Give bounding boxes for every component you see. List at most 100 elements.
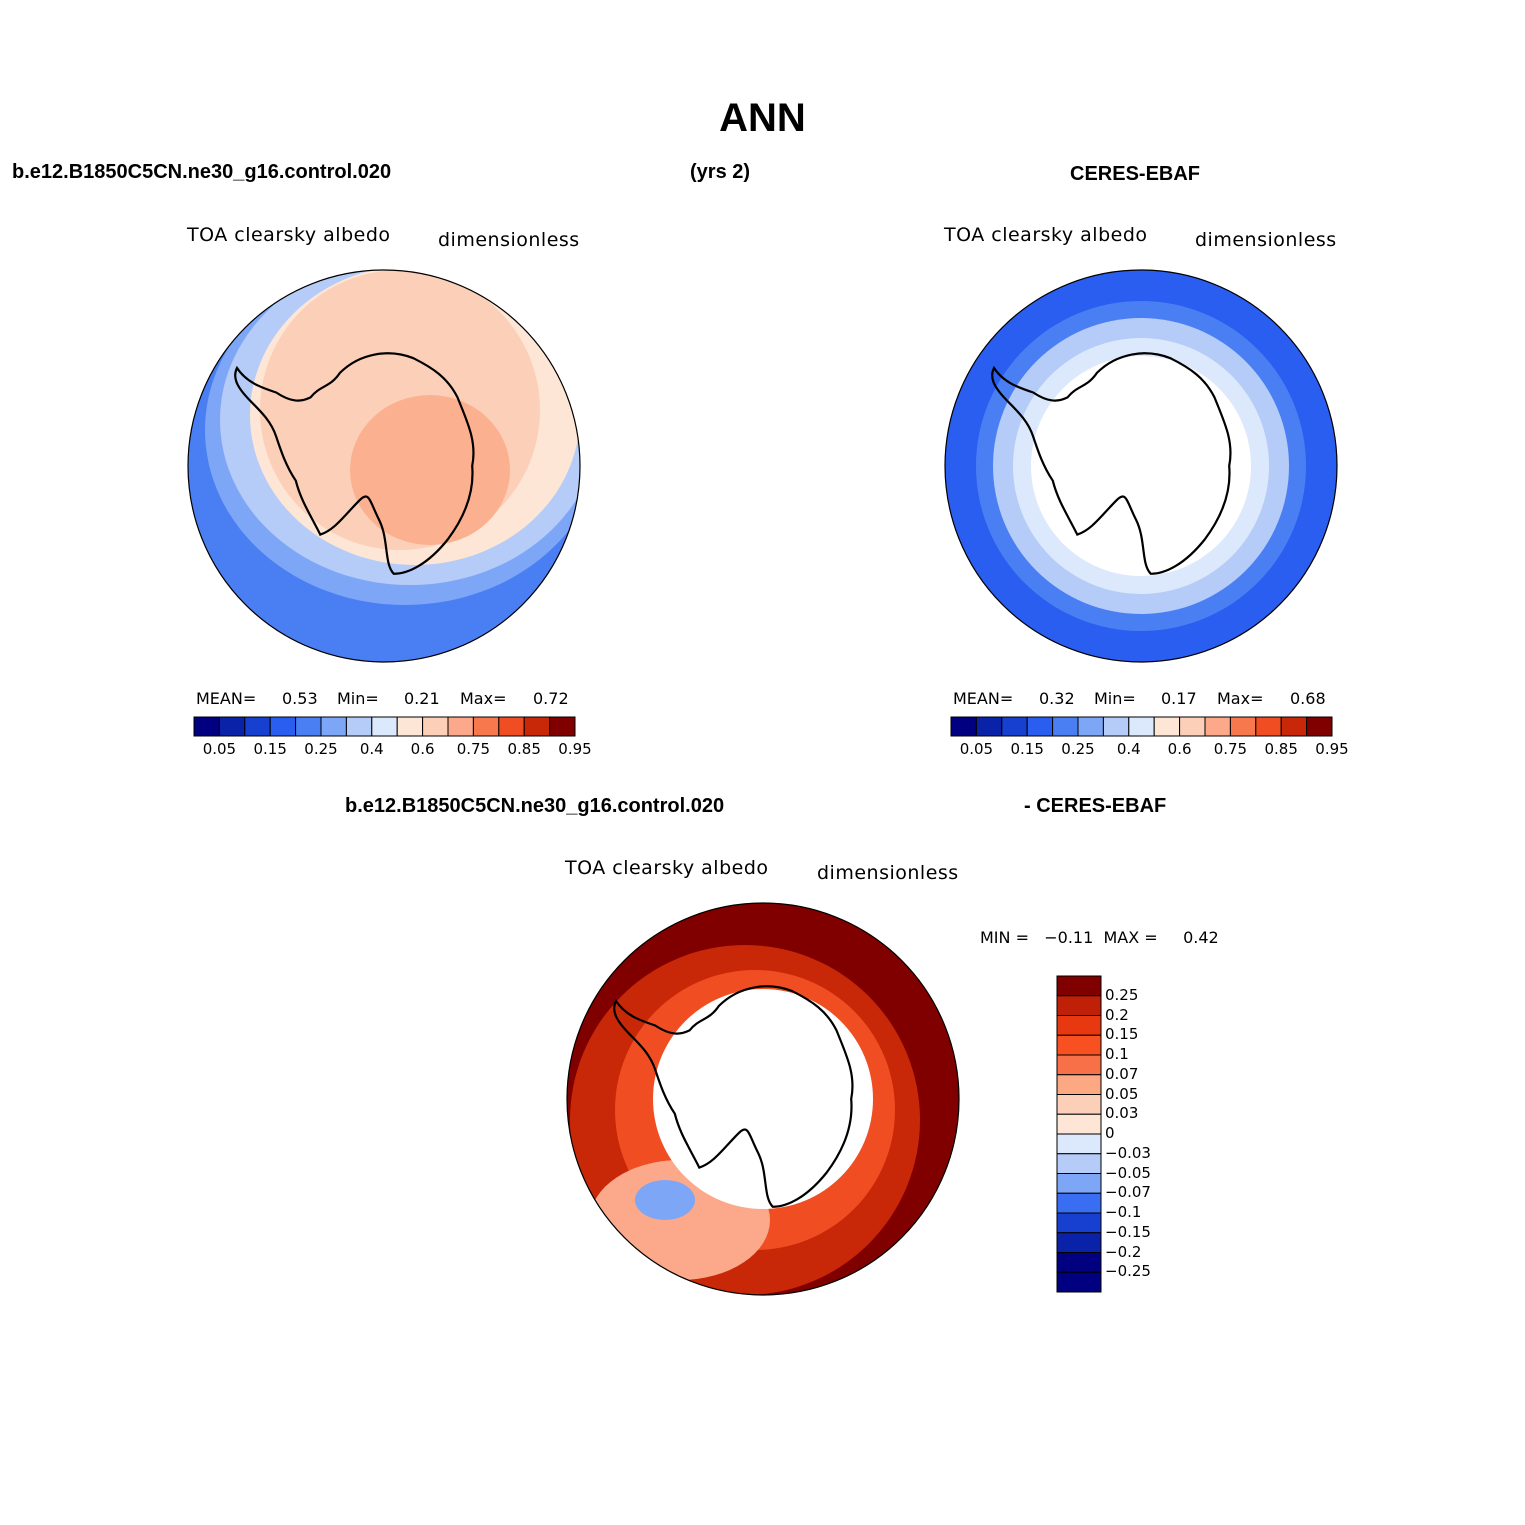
obs-mean-value: 0.32: [1039, 689, 1075, 708]
obs-colorbar-tick-label: 0.25: [1061, 740, 1095, 758]
diff-colorbar-swatch: [1056, 1034, 1102, 1056]
diff-blue-patch: [635, 1180, 695, 1220]
obs-max-label: Max=: [1217, 689, 1264, 708]
obs-variable-label: TOA clearsky albedo: [944, 224, 1148, 246]
diff-units-label: dimensionless: [817, 862, 959, 884]
diff-colorbar-swatch: [1056, 1133, 1102, 1155]
model-colorbar-swatch: [371, 716, 398, 737]
obs-colorbar-swatch: [1306, 716, 1333, 737]
diff-variable-label: TOA clearsky albedo: [565, 857, 769, 879]
model-colorbar-swatch: [193, 716, 220, 737]
obs-name-header: CERES-EBAF: [1070, 163, 1201, 185]
model-colorbar-swatch: [269, 716, 297, 737]
diff-minmax: MIN = −0.11 MAX = 0.42: [980, 928, 1219, 947]
diff-colorbar-swatch: [1056, 1271, 1102, 1293]
diff-colorbar-tick-label: −0.15: [1105, 1222, 1151, 1241]
diff-colorbar-swatch: [1056, 1094, 1102, 1115]
diff-colorbar-swatch: [1056, 1153, 1102, 1174]
diff-colorbar-tick-label: 0: [1105, 1124, 1115, 1142]
model-colorbar-swatch: [498, 716, 525, 737]
obs-min-value: 0.17: [1161, 689, 1197, 708]
model-mean-value: 0.53: [282, 689, 318, 708]
model-min-label: Min=: [337, 689, 379, 708]
obs-colorbar-swatch: [1001, 716, 1028, 737]
obs-colorbar-swatch: [1102, 716, 1130, 737]
obs-colorbar-swatch: [1077, 716, 1104, 737]
obs-colorbar-swatch: [1255, 716, 1282, 737]
diff-colorbar-swatch: [1056, 1173, 1102, 1194]
obs-map: [945, 270, 1337, 662]
model-colorbar-swatch: [295, 716, 322, 737]
model-colorbar-swatch: [345, 716, 373, 737]
model-colorbar-tick-label: 0.85: [507, 740, 541, 758]
diff-colorbar-swatch: [1056, 1252, 1102, 1273]
diff-map-border: [566, 902, 960, 1296]
obs-colorbar-tick-label: 0.85: [1264, 740, 1298, 758]
obs-colorbar-swatch: [950, 716, 977, 737]
model-min-value: 0.21: [404, 689, 440, 708]
obs-colorbar-tick-label: 0.75: [1213, 740, 1248, 758]
model-colorbar-tick-label: 0.15: [253, 740, 287, 758]
model-salmon-core: [350, 395, 510, 545]
diff-missing-center: [653, 989, 873, 1209]
obs-max-value: 0.68: [1290, 689, 1326, 708]
obs-colorbar-swatch: [1026, 716, 1054, 737]
diff-colorbar-swatch: [1056, 1212, 1102, 1234]
diff-colorbar-swatch: [1056, 995, 1102, 1016]
diff-colorbar: [1056, 975, 1102, 1293]
obs-colorbar-tick-label: 0.6: [1167, 740, 1192, 758]
model-colorbar-swatch: [523, 716, 551, 737]
model-mean-label: MEAN=: [196, 689, 257, 708]
diff-colorbar-tick-label: 0.25: [1105, 985, 1139, 1004]
model-variable-label: TOA clearsky albedo: [187, 224, 391, 246]
model-colorbar-swatch: [396, 716, 424, 737]
diff-colorbar-tick-label: −0.1: [1105, 1203, 1142, 1221]
diff-colorbar-tick-label: −0.03: [1105, 1143, 1151, 1162]
diff-colorbar-swatch: [1056, 1192, 1102, 1214]
diff-colorbar-swatch: [1056, 1054, 1102, 1076]
obs-colorbar-tick-label: 0.05: [959, 740, 994, 758]
diff-colorbar-swatch: [1056, 1113, 1102, 1135]
case-name-header: b.e12.B1850C5CN.ne30_g16.control.020: [12, 161, 392, 183]
obs-mean-label: MEAN=: [953, 689, 1014, 708]
obs-map-border: [944, 269, 1338, 663]
model-colorbar-tick-label: 0.25: [304, 740, 338, 758]
obs-colorbar-swatch: [1280, 716, 1308, 737]
diff-obs-header: - CERES-EBAF: [1024, 795, 1167, 817]
obs-colorbar-swatch: [1128, 716, 1155, 737]
diff-colorbar-swatch: [1056, 975, 1102, 997]
model-colorbar-swatch: [447, 716, 474, 737]
obs-colorbar: [950, 716, 1333, 737]
diff-colorbar-tick-label: 0.2: [1105, 1005, 1129, 1024]
model-max-value: 0.72: [533, 689, 569, 708]
model-colorbar-swatch: [472, 716, 500, 737]
diff-colorbar-tick-label: 0.15: [1105, 1025, 1139, 1044]
diff-colorbar-tick-label: −0.2: [1105, 1242, 1142, 1261]
model-colorbar-swatch: [549, 716, 576, 737]
diff-colorbar-tick-label: −0.05: [1105, 1163, 1151, 1182]
diff-map: [567, 903, 959, 1295]
model-colorbar-tick-label: 0.95: [558, 740, 592, 758]
plot-title: ANN: [719, 96, 806, 140]
years-header: (yrs 2): [690, 161, 751, 183]
diff-colorbar-tick-label: 0.1: [1105, 1045, 1129, 1063]
obs-units-label: dimensionless: [1195, 229, 1337, 251]
model-max-label: Max=: [460, 689, 507, 708]
obs-colorbar-swatch: [1179, 716, 1206, 737]
diff-case-header: b.e12.B1850C5CN.ne30_g16.control.020: [345, 795, 725, 817]
diff-colorbar-swatch: [1056, 1074, 1102, 1095]
model-map-border: [187, 269, 581, 663]
obs-missing-center: [1031, 356, 1251, 576]
model-units-label: dimensionless: [438, 229, 580, 251]
obs-colorbar-swatch: [1052, 716, 1079, 737]
model-colorbar-swatch: [422, 716, 449, 737]
obs-colorbar-swatch: [1153, 716, 1181, 737]
obs-colorbar-tick-label: 0.95: [1315, 740, 1349, 758]
obs-min-label: Min=: [1094, 689, 1136, 708]
model-colorbar: [193, 716, 576, 737]
model-colorbar-swatch: [320, 716, 347, 737]
diff-colorbar-tick-label: 0.05: [1105, 1084, 1139, 1103]
diff-colorbar-tick-label: −0.07: [1105, 1183, 1151, 1202]
model-colorbar-swatch: [218, 716, 246, 737]
obs-colorbar-swatch: [1229, 716, 1257, 737]
